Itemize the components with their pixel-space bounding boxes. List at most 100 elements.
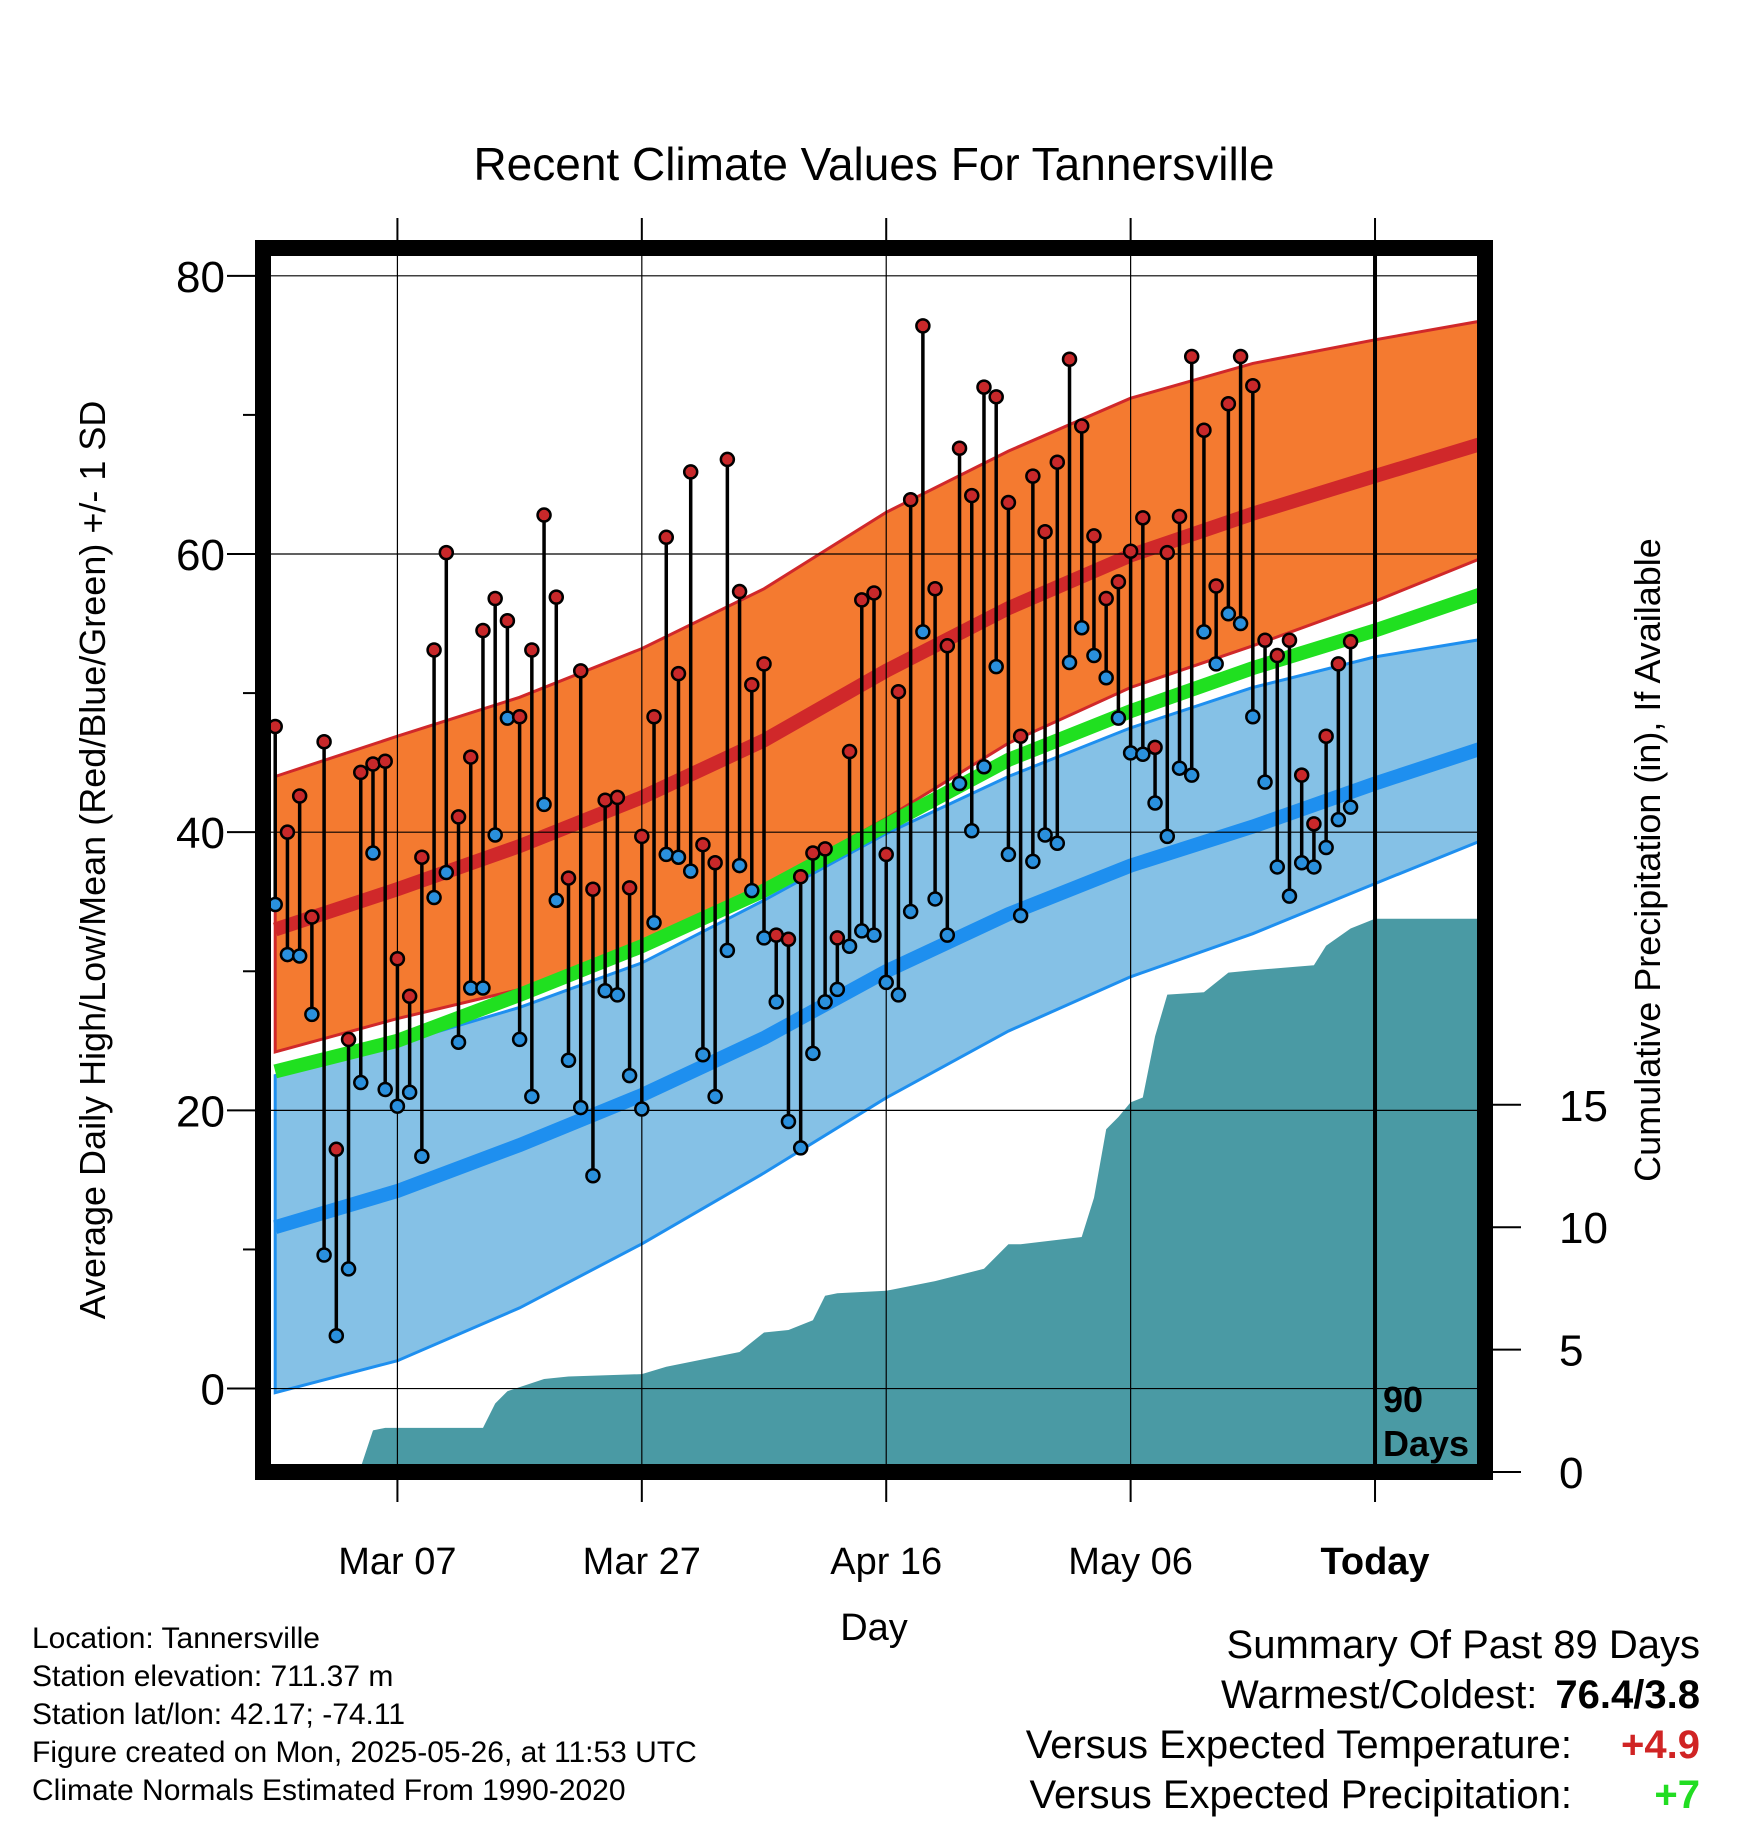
daily-low-point: [768, 994, 784, 1010]
daily-high-point: [291, 788, 308, 804]
daily-high-point: [1232, 348, 1249, 365]
daily-high-point: [817, 841, 833, 857]
daily-low-point: [426, 889, 442, 906]
normal-low-band: [273, 637, 1485, 1395]
daily-high-point: [304, 909, 320, 925]
daily-high-point: [1183, 348, 1200, 365]
daily-low-point: [524, 1088, 540, 1105]
daily-low-point: [536, 796, 552, 813]
daily-low-point: [1257, 774, 1273, 790]
daily-high-point: [524, 642, 540, 658]
x-tick-label: May 06: [1068, 1541, 1193, 1583]
daily-low-point: [927, 891, 943, 907]
daily-low-point: [304, 1006, 320, 1023]
daily-low-point: [1086, 647, 1102, 664]
daily-low-point: [328, 1327, 345, 1344]
daily-high-point: [1269, 647, 1286, 664]
daily-low-point: [1318, 839, 1334, 856]
daily-low-point: [915, 624, 931, 640]
daily-high-point: [511, 708, 528, 725]
daily-high-point: [1245, 377, 1261, 394]
daily-high-point: [1159, 544, 1176, 561]
summary-warm-cold-row: Warmest/Coldest: 76.4/3.8: [1026, 1670, 1700, 1720]
daily-high-point: [695, 836, 711, 853]
daily-high-point: [731, 583, 748, 600]
daily-high-point: [426, 642, 442, 658]
daily-high-point: [389, 951, 406, 967]
daily-low-point: [744, 882, 760, 899]
daily-high-point: [744, 676, 760, 693]
daily-high-point: [866, 585, 882, 601]
daily-high-point: [988, 389, 1004, 405]
daily-high-point: [1196, 422, 1212, 438]
daily-high-point: [780, 931, 797, 948]
daily-low-point: [1269, 859, 1286, 875]
daily-low-point: [548, 892, 565, 909]
daily-high-point: [951, 440, 968, 457]
daily-low-point: [1171, 760, 1188, 776]
daily-low-point: [976, 759, 992, 775]
daily-high-point: [328, 1141, 345, 1158]
daily-high-point: [585, 881, 601, 897]
daily-high-point: [462, 749, 479, 765]
daily-high-point: [1086, 528, 1102, 544]
daily-high-point: [1342, 633, 1359, 650]
daily-low-point: [279, 946, 296, 963]
x-axis-label: Day: [840, 1607, 908, 1649]
daily-high-point: [756, 656, 772, 672]
daily-high-point: [1330, 656, 1347, 672]
y-tick-label: 80: [176, 253, 225, 302]
y-tick-label: 20: [176, 1087, 225, 1136]
daily-high-point: [1049, 454, 1066, 470]
daily-high-point: [1012, 728, 1029, 744]
daily-high-point: [572, 663, 589, 679]
y-tick-label: 60: [176, 531, 225, 580]
days-label: 90 Days: [1383, 1379, 1469, 1464]
y-tick-label: 0: [201, 1366, 225, 1415]
daily-low-point: [1037, 827, 1053, 843]
daily-high-point: [878, 846, 894, 863]
daily-high-point: [414, 849, 430, 865]
daily-high-point: [890, 683, 907, 700]
daily-low-point: [670, 849, 687, 865]
daily-low-point: [817, 994, 833, 1010]
x-tick-label: Apr 16: [830, 1541, 942, 1583]
daily-low-point: [1049, 835, 1066, 852]
y-right-tick-label: 5: [1559, 1327, 1583, 1376]
y-right-tick-label: 10: [1559, 1204, 1608, 1253]
daily-low-point: [585, 1167, 601, 1184]
daily-low-point: [1110, 710, 1127, 726]
daily-high-point: [1000, 494, 1017, 511]
daily-low-point: [1012, 907, 1029, 924]
daily-high-point: [475, 622, 491, 639]
daily-high-point: [792, 868, 809, 885]
daily-low-point: [1196, 624, 1212, 640]
daily-low-point: [1232, 615, 1249, 632]
daily-low-point: [499, 710, 516, 726]
daily-low-point: [401, 1084, 418, 1101]
daily-high-point: [1293, 767, 1310, 783]
temp-anomaly-value: +4.9: [1621, 1723, 1700, 1767]
daily-low-point: [1135, 746, 1151, 763]
daily-low-point: [438, 864, 455, 881]
daily-low-point: [316, 1247, 332, 1263]
daily-low-point: [841, 938, 858, 954]
daily-high-point: [1098, 590, 1114, 607]
daily-high-point: [915, 318, 931, 334]
info-elevation: Station elevation: 711.37 m: [32, 1660, 394, 1693]
daily-high-point: [450, 809, 467, 825]
daily-low-point: [866, 927, 882, 943]
daily-low-point: [792, 1140, 809, 1156]
daily-high-point: [316, 734, 332, 750]
daily-low-point: [389, 1098, 406, 1114]
y-right-tick-label: 0: [1559, 1449, 1583, 1498]
daily-low-point: [646, 914, 662, 931]
daily-low-point: [805, 1045, 821, 1062]
daily-low-point: [1098, 670, 1114, 686]
daily-high-point: [682, 464, 699, 480]
daily-high-point: [658, 529, 675, 546]
daily-high-point: [1122, 543, 1139, 559]
daily-high-point: [1306, 816, 1322, 832]
daily-high-point: [1110, 574, 1127, 590]
daily-low-point: [560, 1052, 577, 1069]
